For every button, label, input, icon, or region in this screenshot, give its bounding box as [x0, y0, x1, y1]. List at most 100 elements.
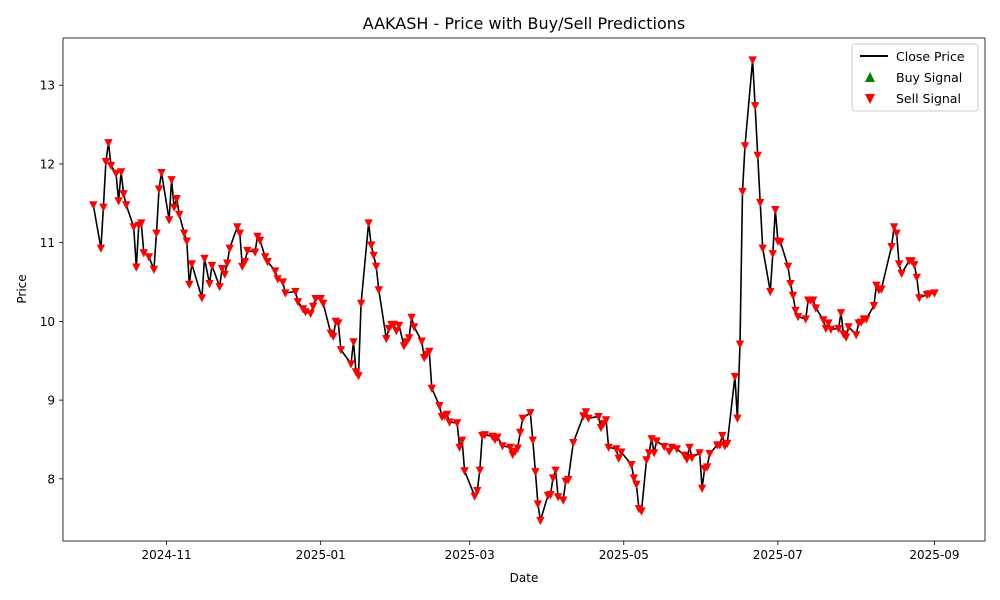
sell-signal-marker — [844, 323, 853, 332]
sell-signal-marker — [205, 280, 214, 289]
sell-signal-marker — [278, 278, 287, 287]
sell-signal-marker — [404, 334, 414, 343]
y-axis-label: Price — [15, 274, 29, 303]
sell-signal-marker — [629, 474, 639, 483]
sell-signal-marker — [336, 346, 346, 355]
sell-signal-marker — [652, 437, 661, 446]
sell-signal-marker — [119, 190, 128, 199]
sell-signal-marker — [169, 203, 179, 212]
sell-signal-marker — [382, 335, 391, 344]
y-tick-label: 13 — [40, 79, 55, 93]
sell-signal-marker — [786, 280, 795, 289]
sell-signal-marker — [569, 439, 578, 448]
x-tick-label: 2025-09 — [909, 548, 959, 562]
sell-signal-marker — [594, 413, 603, 422]
sell-signal-marker — [718, 431, 727, 441]
sell-signal-marker — [106, 161, 116, 171]
sell-signal-marker — [553, 493, 563, 502]
y-tick-label: 11 — [40, 236, 55, 250]
legend-sell-label: Sell Signal — [896, 91, 961, 106]
sell-signal-marker — [154, 185, 164, 194]
sell-signal-marker — [207, 261, 217, 271]
sell-signal-marker — [910, 261, 919, 270]
sell-signal-marker — [768, 250, 777, 259]
sell-signal-marker — [836, 309, 846, 318]
sell-signal-marker — [111, 169, 121, 178]
legend-box — [851, 43, 979, 112]
sell-signal-marker — [104, 139, 113, 148]
sell-signal-marker — [642, 456, 651, 465]
sell-signal-marker — [175, 210, 184, 219]
sell-signal-marker — [334, 319, 343, 328]
sell-signal-marker — [367, 241, 376, 250]
sell-signal-marker — [740, 142, 750, 151]
sell-signal-marker — [753, 151, 762, 160]
sell-signal-marker — [455, 443, 464, 452]
sell-signal-marker — [291, 287, 300, 297]
sell-signal-marker — [372, 262, 381, 271]
sell-signal-marker — [442, 410, 452, 419]
sell-signal-marker — [869, 302, 879, 311]
sell-signal-marker — [801, 315, 810, 324]
sell-signal-marker — [518, 414, 527, 423]
sell-signal-marker — [223, 259, 232, 268]
plot-frame — [62, 37, 986, 542]
sell-signal-marker — [915, 294, 924, 303]
legend-close-label: Close Price — [896, 49, 965, 64]
y-axis: 8 9 10 11 12 13 — [40, 79, 63, 486]
sell-signal-marker — [685, 443, 694, 452]
sell-signal-marker — [649, 449, 659, 458]
sell-signal-marker — [273, 275, 282, 284]
sell-signal-marker — [99, 203, 108, 212]
sell-signal-marker — [551, 466, 560, 475]
sell-signal-marker — [533, 500, 543, 509]
sell-signal-marker — [912, 273, 921, 282]
sell-signal-marker — [164, 216, 174, 225]
sell-signal-marker — [887, 243, 896, 252]
sell-signal-marker — [243, 246, 252, 256]
sell-signal-marker — [132, 263, 141, 272]
sell-signal-marker — [647, 435, 656, 444]
sell-signal-marker — [417, 337, 426, 346]
y-tick-label: 12 — [40, 157, 55, 171]
sell-signal-marker — [776, 238, 785, 247]
sell-signal-marker — [601, 416, 611, 425]
sell-signal-marker — [452, 419, 462, 428]
x-tick-label: 2025-07 — [753, 548, 803, 562]
sell-signal-marker — [369, 251, 378, 260]
sell-signal-marker — [826, 325, 836, 334]
x-tick-label: 2025-03 — [445, 548, 495, 562]
sell-signal-marker — [564, 476, 573, 485]
sell-signal-marker — [356, 299, 366, 308]
sell-signal-marker — [735, 340, 745, 349]
sell-signal-marker — [824, 319, 833, 328]
sell-signal-marker — [738, 187, 747, 197]
sell-signal-marker — [149, 265, 159, 274]
sell-signal-marker — [392, 327, 401, 336]
sell-signal-marker — [144, 253, 154, 262]
legend-sell-triangle-icon — [865, 94, 875, 104]
y-tick-label: 8 — [47, 472, 55, 486]
sell-signal-marker — [129, 223, 138, 232]
sell-signal-marker — [750, 102, 760, 111]
sell-signal-marker — [137, 219, 146, 228]
sell-signal-marker — [157, 169, 166, 178]
sell-signal-marker — [672, 445, 681, 454]
sell-signal-marker — [116, 168, 126, 177]
sell-signal-marker — [89, 201, 98, 210]
sell-signal-marker — [531, 468, 540, 477]
sell-signal-marker — [723, 439, 732, 448]
sell-signal-marker — [316, 295, 325, 304]
sell-signal-marker — [559, 496, 568, 505]
sell-signal-marker — [526, 409, 535, 418]
sell-signal-marker — [308, 302, 318, 311]
sell-signal-marker — [894, 260, 904, 269]
sell-signal-marker — [122, 201, 131, 210]
sell-signal-marker — [783, 262, 793, 271]
sell-signal-marker — [435, 402, 444, 411]
sell-signal-marker — [306, 309, 315, 319]
sell-signal-marker — [771, 206, 780, 215]
sell-signal-marker — [702, 463, 712, 472]
sell-signal-marker — [220, 270, 229, 279]
legend-buy-label: Buy Signal — [896, 70, 962, 85]
